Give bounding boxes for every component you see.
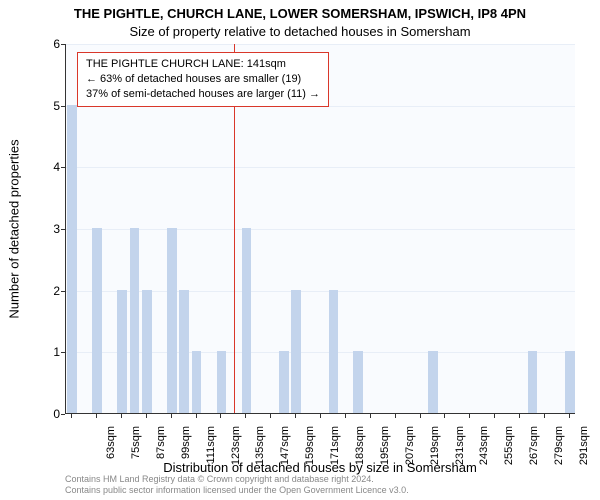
xtick-mark (121, 414, 122, 418)
xtick-mark (96, 414, 97, 418)
ytick-label: 4 (40, 160, 60, 174)
histogram-bar (217, 351, 227, 413)
xtick-mark (220, 414, 221, 418)
ytick-label: 2 (40, 284, 60, 298)
xtick-label: 219sqm (429, 426, 441, 468)
footer-attribution: Contains HM Land Registry data © Crown c… (65, 474, 409, 496)
ytick-mark (61, 414, 65, 415)
histogram-bar (142, 290, 152, 413)
ytick-mark (61, 229, 65, 230)
legend-box: THE PIGHTLE CHURCH LANE: 141sqm← 63% of … (77, 52, 329, 107)
ytick-mark (61, 291, 65, 292)
xtick-mark (146, 414, 147, 418)
xtick-mark (519, 414, 520, 418)
histogram-bar (353, 351, 363, 413)
xtick-label: 63sqm (105, 426, 117, 468)
xtick-label: 111sqm (205, 426, 217, 468)
legend-line3: 37% of semi-detached houses are larger (… (86, 87, 320, 102)
histogram-bar (242, 228, 252, 413)
xtick-label: 183sqm (354, 426, 366, 468)
xtick-mark (469, 414, 470, 418)
ytick-label: 5 (40, 99, 60, 113)
xtick-label: 159sqm (304, 426, 316, 468)
footer-line2: Contains public sector information licen… (65, 485, 409, 496)
histogram-bar (279, 351, 289, 413)
histogram-bar (329, 290, 339, 413)
gridline (66, 167, 575, 168)
histogram-bar (130, 228, 140, 413)
xtick-label: 195sqm (379, 426, 391, 468)
xtick-mark (71, 414, 72, 418)
histogram-bar (291, 290, 301, 413)
xtick-label: 147sqm (279, 426, 291, 468)
xtick-label: 243sqm (478, 426, 490, 468)
xtick-label: 99sqm (180, 426, 192, 468)
title-address: THE PIGHTLE, CHURCH LANE, LOWER SOMERSHA… (0, 6, 600, 21)
xtick-label: 267sqm (528, 426, 540, 468)
xtick-mark (370, 414, 371, 418)
gridline (66, 229, 575, 230)
gridline (66, 44, 575, 45)
xtick-label: 279sqm (553, 426, 565, 468)
histogram-bar (528, 351, 538, 413)
xtick-mark (270, 414, 271, 418)
ytick-mark (61, 106, 65, 107)
xtick-mark (544, 414, 545, 418)
xtick-mark (196, 414, 197, 418)
xtick-label: 87sqm (155, 426, 167, 468)
histogram-bar (179, 290, 189, 413)
ytick-mark (61, 167, 65, 168)
legend-line2: ← 63% of detached houses are smaller (19… (86, 72, 320, 87)
xtick-mark (245, 414, 246, 418)
title-subtitle: Size of property relative to detached ho… (0, 24, 600, 39)
xtick-label: 255sqm (503, 426, 515, 468)
y-axis-label: Number of detached properties (7, 139, 22, 318)
ytick-label: 6 (40, 37, 60, 51)
xtick-mark (420, 414, 421, 418)
xtick-mark (395, 414, 396, 418)
xtick-label: 75sqm (130, 426, 142, 468)
ytick-label: 3 (40, 222, 60, 236)
histogram-bar (565, 351, 575, 413)
xtick-mark (320, 414, 321, 418)
xtick-label: 291sqm (578, 426, 590, 468)
xtick-label: 135sqm (254, 426, 266, 468)
histogram-bar (67, 105, 77, 413)
histogram-bar (192, 351, 202, 413)
ytick-mark (61, 44, 65, 45)
footer-line1: Contains HM Land Registry data © Crown c… (65, 474, 409, 485)
xtick-label: 207sqm (404, 426, 416, 468)
xtick-mark (569, 414, 570, 418)
xtick-label: 171sqm (329, 426, 341, 468)
xtick-mark (494, 414, 495, 418)
legend-line1: THE PIGHTLE CHURCH LANE: 141sqm (86, 57, 320, 72)
histogram-bar (117, 290, 127, 413)
ytick-mark (61, 352, 65, 353)
xtick-label: 231sqm (454, 426, 466, 468)
histogram-bar (428, 351, 438, 413)
xtick-mark (295, 414, 296, 418)
ytick-label: 0 (40, 407, 60, 421)
xtick-mark (444, 414, 445, 418)
xtick-mark (171, 414, 172, 418)
xtick-label: 123sqm (230, 426, 242, 468)
histogram-bar (92, 228, 102, 413)
ytick-label: 1 (40, 345, 60, 359)
xtick-mark (345, 414, 346, 418)
histogram-bar (167, 228, 177, 413)
